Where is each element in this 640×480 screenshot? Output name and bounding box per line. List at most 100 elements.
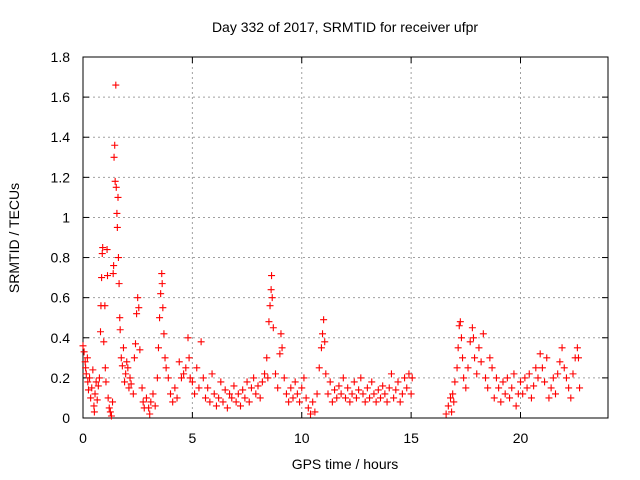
data-point — [322, 370, 330, 378]
data-point — [265, 318, 273, 326]
data-point — [549, 374, 557, 382]
data-point — [457, 334, 465, 342]
data-point — [139, 398, 147, 406]
data-point — [460, 374, 468, 382]
data-point — [517, 378, 524, 386]
data-point — [266, 302, 274, 310]
data-point — [114, 193, 122, 201]
data-point — [221, 386, 229, 394]
data-point — [552, 390, 559, 398]
data-point — [567, 394, 575, 402]
data-point — [133, 310, 141, 318]
data-point — [304, 404, 312, 412]
data-point — [503, 374, 511, 382]
data-point — [401, 374, 409, 382]
x-axis-label: GPS time / hours — [292, 456, 399, 472]
x-tick-label: 5 — [188, 430, 196, 446]
data-point — [455, 322, 463, 330]
data-point — [106, 408, 114, 416]
data-point — [79, 342, 87, 350]
data-point — [556, 358, 564, 366]
data-point — [370, 390, 378, 398]
data-point — [576, 384, 584, 392]
data-point — [453, 364, 461, 372]
data-point — [88, 384, 96, 392]
data-point — [95, 374, 103, 382]
data-point — [317, 344, 325, 352]
data-point — [477, 358, 485, 366]
y-tick-label: 1.4 — [51, 129, 71, 145]
data-point — [230, 382, 238, 390]
data-point — [122, 370, 130, 378]
data-point — [499, 378, 507, 386]
data-point — [387, 370, 395, 378]
data-point — [492, 374, 500, 382]
data-point — [488, 364, 496, 372]
grid-lines — [83, 57, 608, 418]
data-point — [232, 398, 240, 406]
data-point — [123, 358, 131, 366]
data-point — [277, 330, 285, 338]
data-point — [127, 380, 135, 388]
data-point — [510, 370, 518, 378]
data-point — [226, 390, 234, 398]
data-point — [486, 354, 494, 362]
data-point — [83, 354, 91, 362]
data-point — [245, 398, 253, 406]
y-tick-label: 0.2 — [51, 370, 71, 386]
data-point — [287, 384, 295, 392]
data-point — [512, 402, 520, 410]
data-point — [186, 374, 194, 382]
data-point — [113, 209, 121, 217]
data-point — [147, 398, 155, 406]
data-point — [377, 394, 384, 402]
data-point — [112, 81, 120, 89]
data-point — [136, 346, 144, 354]
data-point — [261, 370, 269, 378]
data-point — [263, 354, 271, 362]
data-point — [407, 390, 415, 398]
data-point — [157, 290, 165, 298]
data-point — [104, 272, 111, 280]
data-point — [355, 386, 363, 394]
y-tick-label: 1 — [62, 209, 70, 225]
data-point — [530, 382, 538, 390]
data-point — [116, 326, 124, 334]
data-point — [357, 374, 365, 382]
x-tick-label: 10 — [294, 430, 310, 446]
data-point — [471, 354, 479, 362]
data-point — [234, 390, 242, 398]
data-point — [90, 402, 98, 410]
data-point — [408, 374, 416, 382]
data-point — [280, 374, 288, 382]
y-tick-label: 0.6 — [51, 290, 71, 306]
data-point — [573, 344, 581, 352]
x-tick-label: 0 — [79, 430, 87, 446]
data-point — [237, 402, 244, 410]
data-point — [379, 382, 387, 390]
data-point — [175, 358, 183, 366]
data-point — [523, 384, 531, 392]
data-point — [130, 354, 138, 362]
data-point — [473, 370, 481, 378]
data-point — [450, 398, 458, 406]
data-point — [118, 362, 126, 370]
data-point — [119, 344, 127, 352]
data-point — [81, 358, 89, 366]
data-point — [569, 370, 577, 378]
data-point — [112, 183, 120, 191]
data-point — [160, 330, 168, 338]
data-point — [84, 378, 92, 386]
data-point — [291, 378, 299, 386]
data-point — [93, 396, 101, 404]
data-point — [321, 338, 329, 346]
data-point — [250, 374, 258, 382]
data-point — [519, 390, 527, 398]
data-point — [525, 370, 533, 378]
data-point — [158, 280, 166, 288]
data-point — [195, 384, 203, 392]
data-point — [447, 394, 454, 402]
data-point — [293, 390, 301, 398]
data-point — [114, 254, 122, 262]
